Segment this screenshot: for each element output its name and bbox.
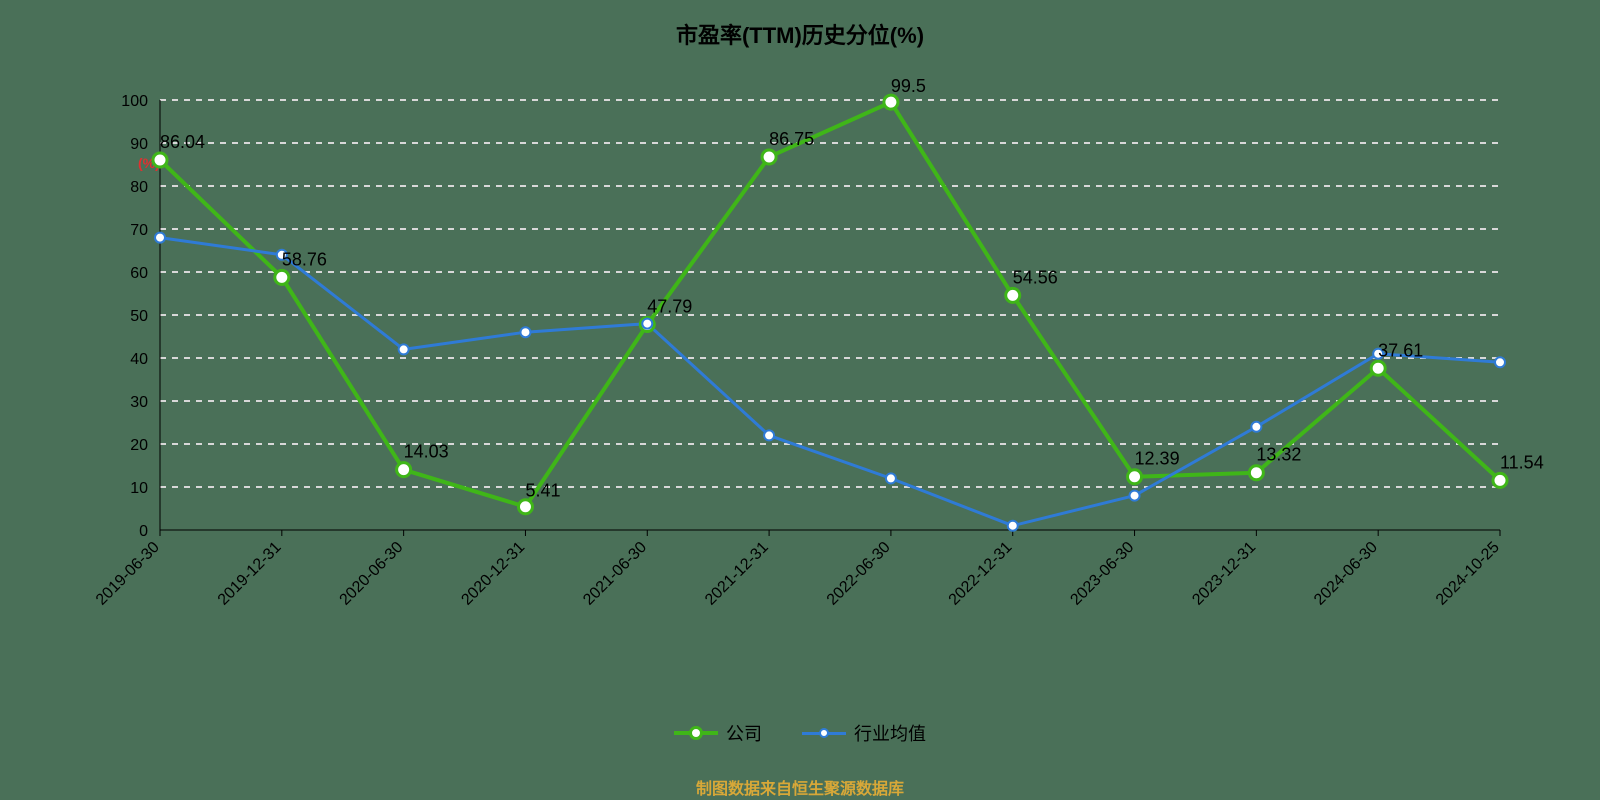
y-tick-label: 50 [130,308,148,325]
value-label: 11.54 [1500,452,1544,472]
legend-label-industry: 行业均值 [854,720,926,746]
attribution-text: 制图数据来自恒生聚源数据库 [0,775,1600,799]
series-marker [764,430,774,440]
series-marker [397,463,411,477]
x-tick-label: 2024-10-25 [1433,539,1503,609]
legend-item-company: 公司 [674,720,762,746]
series-marker [1249,466,1263,480]
series-marker [518,500,532,514]
x-tick-label: 2022-06-30 [824,539,894,609]
y-tick-label: 40 [130,351,148,368]
y-tick-label: 60 [130,265,148,282]
y-tick-label: 80 [130,179,148,196]
value-label: 12.39 [1135,449,1180,469]
x-tick-label: 2022-12-31 [946,539,1016,609]
y-tick-label: 0 [139,523,148,540]
x-tick-label: 2019-12-31 [215,539,285,609]
value-label: 86.04 [160,132,205,152]
x-tick-label: 2024-06-30 [1311,539,1381,609]
legend-swatch-industry [802,723,846,743]
series-marker [1493,473,1507,487]
y-tick-label: 100 [121,93,148,110]
y-tick-label: 30 [130,394,148,411]
series-marker [884,95,898,109]
x-tick-label: 2023-06-30 [1067,539,1137,609]
legend-item-industry: 行业均值 [802,720,926,746]
x-tick-label: 2020-12-31 [458,539,528,609]
value-label: 14.03 [404,442,449,462]
series-marker [886,473,896,483]
x-tick-label: 2023-12-31 [1189,539,1259,609]
chart-container: { "chart": { "type": "line", "title": "市… [0,0,1600,800]
value-label: 47.79 [647,297,692,317]
series-line [160,238,1500,526]
x-tick-label: 2021-06-30 [580,539,650,609]
y-tick-label: 70 [130,222,148,239]
series-marker [153,153,167,167]
series-marker [1006,288,1020,302]
x-tick-label: 2021-12-31 [702,539,772,609]
series-marker [520,327,530,337]
series-marker [275,270,289,284]
series-marker [1008,521,1018,531]
legend: 公司 行业均值 [0,720,1600,746]
series-marker [1495,357,1505,367]
value-label: 13.32 [1256,445,1301,465]
value-label: 5.41 [525,481,560,501]
series-marker [399,344,409,354]
x-tick-label: 2019-06-30 [93,539,163,609]
series-marker [1251,422,1261,432]
series-marker [762,150,776,164]
value-label: 86.75 [769,129,814,149]
value-label: 99.5 [891,76,926,96]
value-label: 58.76 [282,249,327,269]
series-marker [155,233,165,243]
series-marker [1128,470,1142,484]
y-tick-label: 90 [130,136,148,153]
chart-svg: 0 10 20 30 40 50 60 70 80 90 100 2019-06-30 2019-12-… [0,0,1600,800]
value-label: 54.56 [1013,267,1058,287]
series-marker [642,319,652,329]
legend-swatch-company [674,723,718,743]
series-marker [1130,491,1140,501]
x-tick-label: 2020-06-30 [337,539,407,609]
legend-label-company: 公司 [726,720,762,746]
y-tick-label: 20 [130,437,148,454]
y-tick-label: 10 [130,480,148,497]
value-label: 37.61 [1378,340,1423,360]
series-marker [1371,361,1385,375]
